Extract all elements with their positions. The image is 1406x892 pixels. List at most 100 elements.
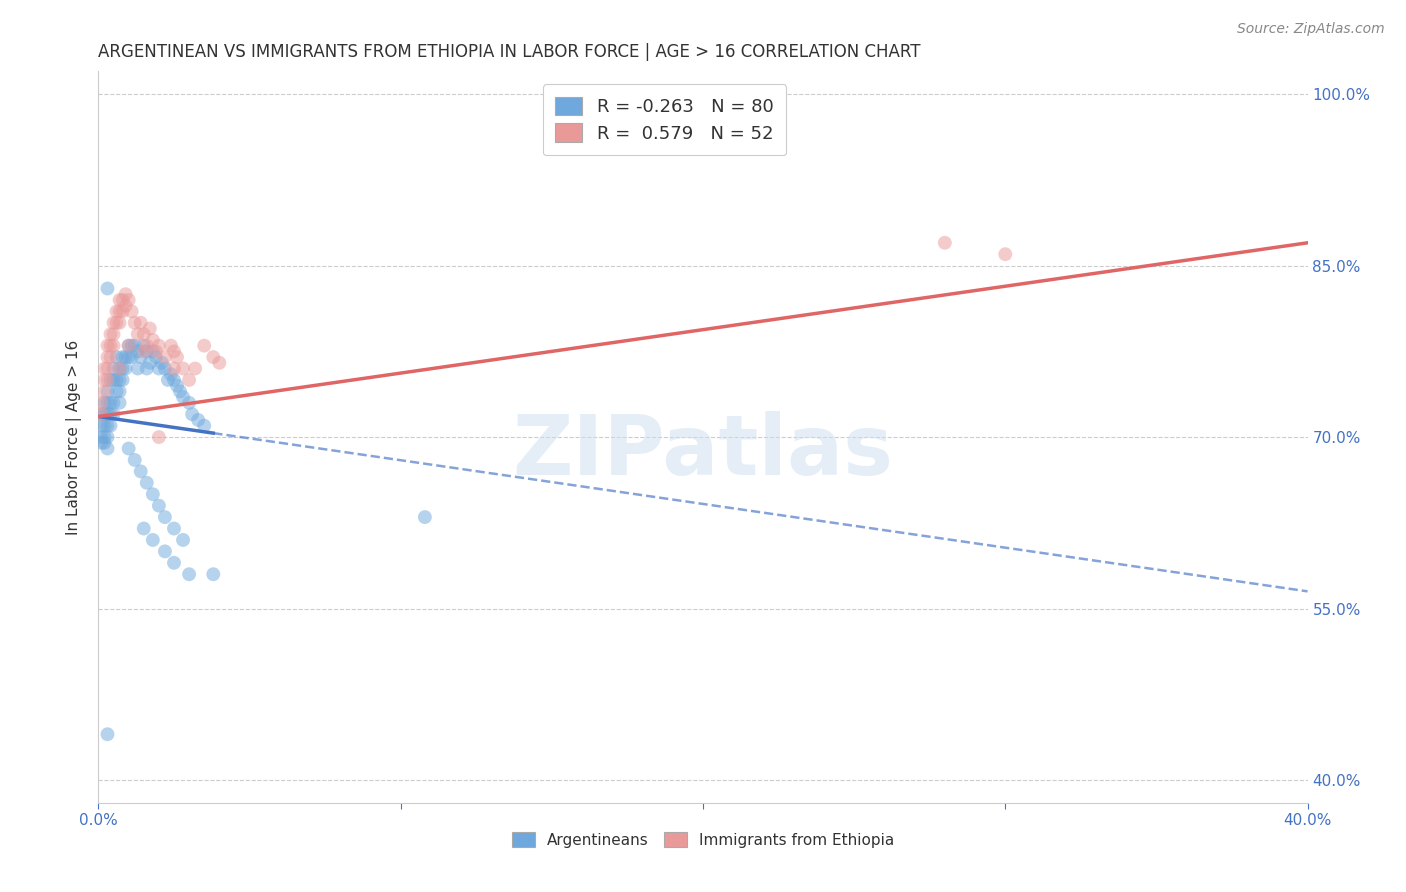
Point bbox=[90, 435, 112, 450]
Point bbox=[208, 356, 231, 370]
Point bbox=[148, 339, 170, 353]
Point bbox=[108, 384, 131, 399]
Point bbox=[100, 407, 122, 421]
Point bbox=[139, 356, 162, 370]
Point bbox=[202, 350, 225, 364]
Point bbox=[100, 373, 122, 387]
Point bbox=[93, 373, 115, 387]
Point bbox=[148, 499, 170, 513]
Point bbox=[172, 361, 194, 376]
Point bbox=[96, 361, 118, 376]
Point bbox=[111, 361, 134, 376]
Point bbox=[150, 356, 173, 370]
Point bbox=[90, 407, 112, 421]
Point bbox=[129, 316, 152, 330]
Point bbox=[100, 339, 122, 353]
Point bbox=[145, 344, 167, 359]
Point bbox=[129, 464, 152, 478]
Point bbox=[103, 361, 125, 376]
Point bbox=[121, 304, 143, 318]
Point bbox=[111, 373, 134, 387]
Point bbox=[96, 384, 118, 399]
Point bbox=[93, 430, 115, 444]
Point bbox=[163, 373, 186, 387]
Point bbox=[114, 350, 136, 364]
Point bbox=[108, 304, 131, 318]
Point bbox=[184, 361, 207, 376]
Point bbox=[142, 533, 165, 547]
Point bbox=[121, 350, 143, 364]
Point bbox=[105, 304, 128, 318]
Point bbox=[108, 316, 131, 330]
Point bbox=[127, 344, 149, 359]
Point bbox=[142, 333, 165, 347]
Point bbox=[96, 396, 118, 410]
Point bbox=[108, 361, 131, 376]
Point bbox=[127, 361, 149, 376]
Point bbox=[96, 418, 118, 433]
Point bbox=[127, 327, 149, 342]
Point bbox=[132, 521, 155, 535]
Point bbox=[179, 567, 201, 582]
Point bbox=[163, 521, 186, 535]
Point bbox=[135, 339, 157, 353]
Point bbox=[108, 361, 131, 376]
Point bbox=[114, 299, 136, 313]
Point bbox=[172, 390, 194, 404]
Point bbox=[118, 293, 141, 307]
Point bbox=[118, 350, 141, 364]
Point bbox=[108, 373, 131, 387]
Point bbox=[114, 287, 136, 301]
Point bbox=[93, 396, 115, 410]
Point bbox=[96, 407, 118, 421]
Point bbox=[166, 378, 188, 392]
Point bbox=[103, 373, 125, 387]
Point bbox=[105, 316, 128, 330]
Point bbox=[153, 544, 176, 558]
Point bbox=[145, 350, 167, 364]
Text: Source: ZipAtlas.com: Source: ZipAtlas.com bbox=[1237, 22, 1385, 37]
Point bbox=[96, 442, 118, 456]
Point bbox=[124, 453, 146, 467]
Point bbox=[118, 442, 141, 456]
Point bbox=[187, 413, 209, 427]
Y-axis label: In Labor Force | Age > 16: In Labor Force | Age > 16 bbox=[66, 340, 83, 534]
Point bbox=[103, 396, 125, 410]
Point bbox=[90, 418, 112, 433]
Point bbox=[90, 430, 112, 444]
Point bbox=[934, 235, 956, 250]
Point bbox=[139, 321, 162, 335]
Point bbox=[179, 373, 201, 387]
Point bbox=[193, 339, 215, 353]
Point bbox=[96, 727, 118, 741]
Point bbox=[148, 430, 170, 444]
Point bbox=[114, 361, 136, 376]
Point bbox=[160, 368, 183, 382]
Point bbox=[93, 407, 115, 421]
Point bbox=[166, 350, 188, 364]
Point bbox=[413, 510, 436, 524]
Point bbox=[135, 344, 157, 359]
Point bbox=[181, 407, 204, 421]
Point bbox=[93, 361, 115, 376]
Point bbox=[100, 418, 122, 433]
Point bbox=[93, 384, 115, 399]
Point bbox=[105, 373, 128, 387]
Point bbox=[111, 293, 134, 307]
Point bbox=[96, 430, 118, 444]
Point bbox=[153, 510, 176, 524]
Point bbox=[179, 396, 201, 410]
Text: ARGENTINEAN VS IMMIGRANTS FROM ETHIOPIA IN LABOR FORCE | AGE > 16 CORRELATION CH: ARGENTINEAN VS IMMIGRANTS FROM ETHIOPIA … bbox=[98, 44, 921, 62]
Point bbox=[132, 344, 155, 359]
Point bbox=[163, 344, 186, 359]
Point bbox=[100, 396, 122, 410]
Point bbox=[93, 418, 115, 433]
Point bbox=[124, 316, 146, 330]
Point bbox=[111, 350, 134, 364]
Point bbox=[129, 350, 152, 364]
Point bbox=[153, 361, 176, 376]
Point bbox=[111, 304, 134, 318]
Point bbox=[90, 396, 112, 410]
Point bbox=[132, 339, 155, 353]
Point bbox=[103, 316, 125, 330]
